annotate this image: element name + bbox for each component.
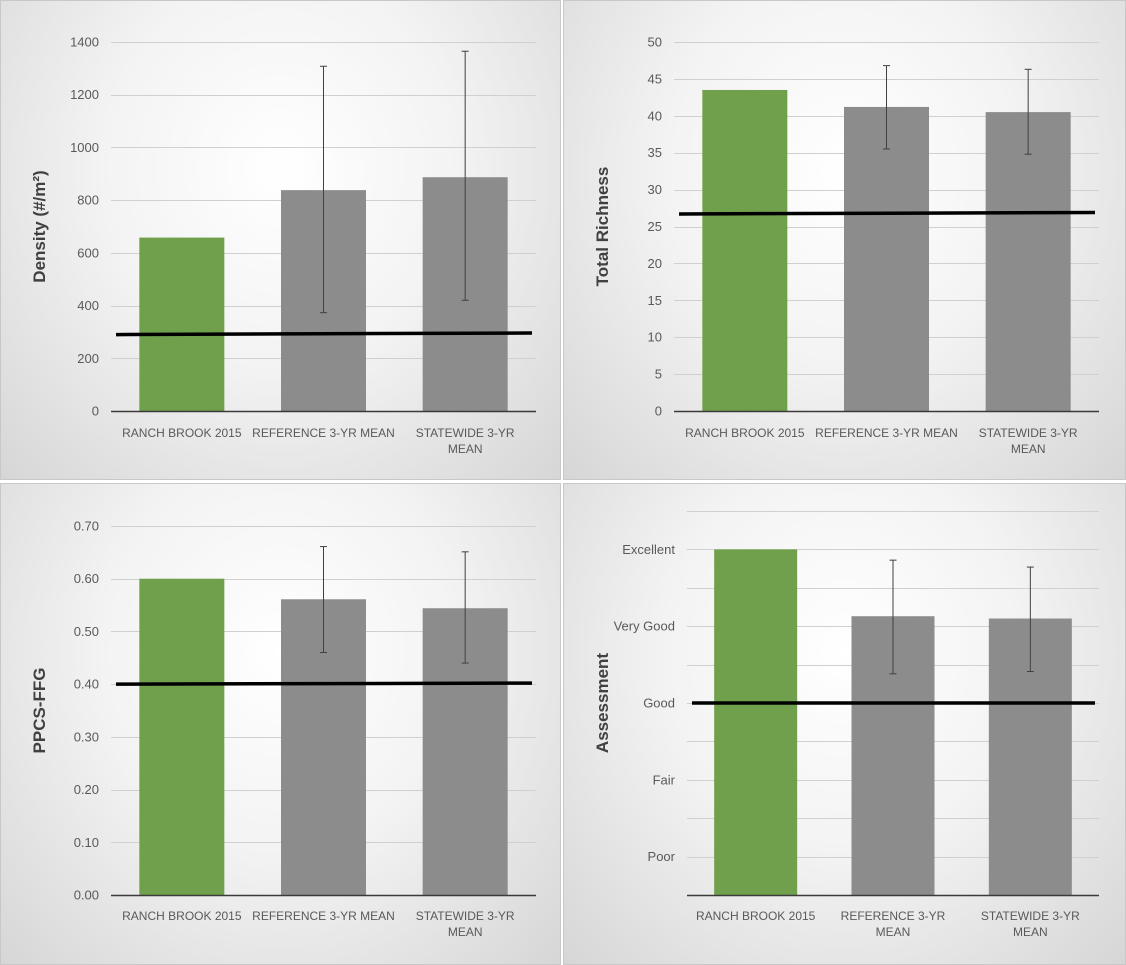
y-tick-label: 35 xyxy=(648,145,662,160)
category-label: STATEWIDE 3-YR xyxy=(981,909,1080,923)
category-label: REFERENCE 3-YR MEAN xyxy=(815,426,958,440)
category-label: RANCH BROOK 2015 xyxy=(122,426,242,440)
y-tick-label: 0 xyxy=(92,404,99,419)
category-label: RANCH BROOK 2015 xyxy=(122,909,242,923)
y-tick-label: 0.20 xyxy=(74,782,99,797)
y-tick-label: Good xyxy=(643,696,675,711)
chart-panel-total-richness: 0 5 10 15 20 25 30 35 40 45 50 RANCH BROOK 2015 REFE… xyxy=(563,0,1126,480)
category-label: MEAN xyxy=(448,442,483,456)
bar xyxy=(985,112,1071,412)
chart-ppcs-ffg: 0.00 0.10 0.20 0.30 0.40 0.50 0.60 0.70 RANCH BR… xyxy=(30,519,536,939)
bar xyxy=(844,106,929,411)
y-tick-label: 10 xyxy=(648,330,662,345)
y-axis-title: PPCS-FFG xyxy=(30,668,49,754)
category-label: STATEWIDE 3-YR xyxy=(979,426,1078,440)
y-tick-label: 0.00 xyxy=(74,888,99,903)
category-label: MEAN xyxy=(1011,442,1046,456)
category-label: MEAN xyxy=(448,925,483,939)
y-tick-label: 0.40 xyxy=(74,677,99,692)
category-label: MEAN xyxy=(1013,925,1048,939)
chart-panel-ppcs-ffg: 0.00 0.10 0.20 0.30 0.40 0.50 0.60 0.70 RANCH BR… xyxy=(0,483,561,965)
y-tick-label: Excellent xyxy=(622,542,675,557)
y-tick-label: 1400 xyxy=(70,35,99,50)
category-label: REFERENCE 3-YR xyxy=(841,909,946,923)
bar xyxy=(702,89,788,411)
threshold-line xyxy=(115,681,533,686)
y-tick-label: 600 xyxy=(77,245,99,260)
y-axis-title: Density (#/m²) xyxy=(30,170,49,282)
category-label: REFERENCE 3-YR MEAN xyxy=(252,426,395,440)
y-tick-label: 50 xyxy=(648,35,662,50)
y-tick-label: 20 xyxy=(648,256,662,271)
bar xyxy=(139,578,225,895)
y-axis-title: Total Richness xyxy=(593,167,612,287)
category-label: MEAN xyxy=(876,925,911,939)
y-tick-label: 1000 xyxy=(70,140,99,155)
y-tick-label: 400 xyxy=(77,298,99,313)
category-label: STATEWIDE 3-YR xyxy=(416,426,515,440)
category-label: REFERENCE 3-YR MEAN xyxy=(252,909,395,923)
y-tick-label: 0.50 xyxy=(74,624,99,639)
chart-panel-assessment: Poor Fair Good Very Good Excellent RANCH BROO… xyxy=(563,483,1126,965)
y-tick-label: 15 xyxy=(648,293,662,308)
y-tick-label: 200 xyxy=(77,351,99,366)
y-tick-label: Very Good xyxy=(614,619,675,634)
chart-panel-density: 0 200 400 600 800 1000 1200 1400 RANCH BROOK 201… xyxy=(0,0,561,480)
category-label: STATEWIDE 3-YR xyxy=(416,909,515,923)
y-tick-label: Poor xyxy=(648,849,676,864)
y-tick-label: 5 xyxy=(655,367,662,382)
threshold-line xyxy=(678,210,1096,216)
y-tick-label: Fair xyxy=(653,772,676,787)
y-tick-label: 1200 xyxy=(70,87,99,102)
category-label: RANCH BROOK 2015 xyxy=(685,426,805,440)
chart-density: 0 200 400 600 800 1000 1200 1400 RANCH BROOK 201… xyxy=(30,35,536,456)
y-tick-label: 0.10 xyxy=(74,835,99,850)
bar xyxy=(714,549,798,895)
y-tick-label: 30 xyxy=(648,182,662,197)
y-tick-label: 0.70 xyxy=(74,519,99,534)
bar xyxy=(139,237,225,411)
y-tick-label: 0 xyxy=(655,404,662,419)
y-tick-label: 25 xyxy=(648,219,662,234)
y-tick-label: 800 xyxy=(77,193,99,208)
y-tick-label: 0.60 xyxy=(74,571,99,586)
threshold-line xyxy=(115,331,533,337)
y-axis-title: Assessment xyxy=(593,653,612,754)
chart-total-richness: 0 5 10 15 20 25 30 35 40 45 50 RANCH BROOK 2015 REFE… xyxy=(593,35,1099,456)
category-label: RANCH BROOK 2015 xyxy=(696,909,816,923)
y-tick-label: 40 xyxy=(648,108,662,123)
chart-assessment: Poor Fair Good Very Good Excellent RANCH BROO… xyxy=(593,511,1099,939)
y-tick-label: 0.30 xyxy=(74,729,99,744)
y-tick-label: 45 xyxy=(648,71,662,86)
